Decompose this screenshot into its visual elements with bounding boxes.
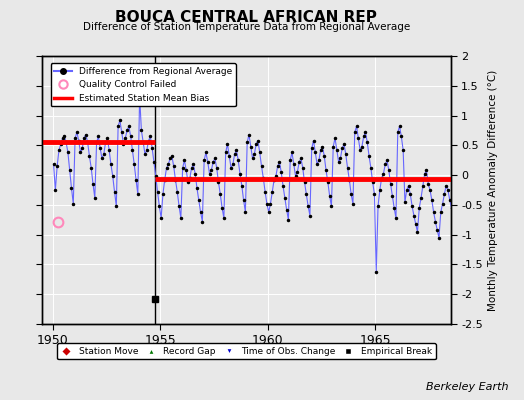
- Legend: Station Move, Record Gap, Time of Obs. Change, Empirical Break: Station Move, Record Gap, Time of Obs. C…: [57, 343, 435, 360]
- Text: BOUCA CENTRAL AFRICAN REP: BOUCA CENTRAL AFRICAN REP: [115, 10, 377, 25]
- Text: Berkeley Earth: Berkeley Earth: [426, 382, 508, 392]
- Text: Difference of Station Temperature Data from Regional Average: Difference of Station Temperature Data f…: [83, 22, 410, 32]
- Legend: Difference from Regional Average, Quality Control Failed, Estimated Station Mean: Difference from Regional Average, Qualit…: [50, 63, 236, 106]
- Y-axis label: Monthly Temperature Anomaly Difference (°C): Monthly Temperature Anomaly Difference (…: [488, 69, 498, 311]
